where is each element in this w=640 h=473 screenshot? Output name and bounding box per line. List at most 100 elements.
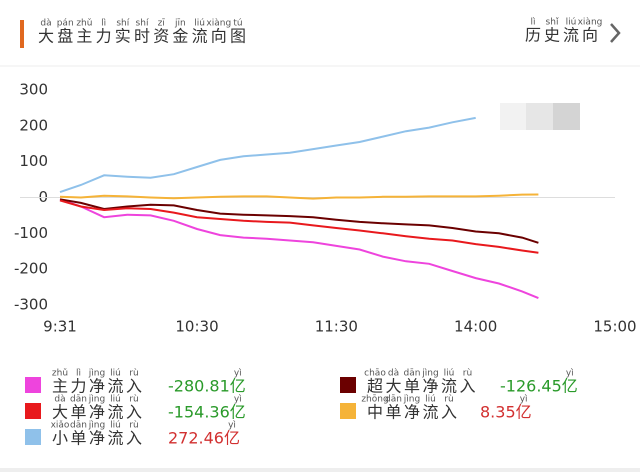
title-pinyin: pán [57, 19, 74, 29]
legend-name-char: 小 [52, 429, 68, 448]
history-link-char[interactable]: 向 [582, 26, 598, 45]
legend-name-char: 中 [367, 403, 383, 422]
legend-name-char: 单 [70, 429, 86, 448]
y-tick-label: -200 [14, 260, 48, 278]
legend-total: 8.35 [480, 403, 516, 422]
legend-name-char: 大 [385, 377, 401, 396]
legend-name-pinyin: rù [129, 395, 138, 405]
legend-name-pinyin: dān [385, 395, 402, 405]
legend-name-pinyin: jìng [403, 395, 420, 405]
legend-name-pinyin: chāo [364, 369, 386, 379]
legend-name-char: 单 [385, 403, 401, 422]
title-char: 力 [96, 27, 112, 46]
x-tick-label: 14:00 [454, 318, 497, 336]
legend-unit: 亿 [516, 403, 532, 422]
title-pinyin: zhǔ [76, 19, 92, 29]
title-char: 向 [211, 27, 227, 46]
legend-name-pinyin: liú [110, 369, 121, 379]
legend-name-pinyin: dān [70, 395, 87, 405]
title-char: 流 [192, 27, 208, 46]
title-char: 图 [230, 27, 246, 46]
history-link-pinyin[interactable]: lì [530, 18, 535, 28]
legend-name-char: 流 [107, 403, 123, 422]
title-pinyin: shí [136, 19, 149, 29]
series-line [59, 199, 539, 254]
legend-name-char: 净 [404, 403, 420, 422]
x-tick-label: 10:30 [175, 318, 218, 336]
title-char: 主 [76, 27, 92, 46]
legend-name-pinyin: jìng [88, 369, 105, 379]
title-char: 资 [153, 27, 169, 46]
legend-name-pinyin: zhōng [361, 395, 388, 405]
legend-name-char: 净 [89, 377, 105, 396]
y-tick-label: -300 [14, 296, 48, 314]
blur-block [553, 103, 580, 130]
title-char: 大 [38, 27, 54, 46]
legend-name-pinyin: liú [444, 369, 455, 379]
history-link-char[interactable]: 史 [544, 26, 560, 45]
history-link-char[interactable]: 流 [563, 26, 579, 45]
legend-name-char: 超 [367, 377, 383, 396]
legend-total: -126.45 [500, 377, 562, 396]
legend-name-char: 主 [52, 377, 68, 396]
legend-name-pinyin: zhǔ [52, 369, 68, 379]
y-tick-label: 200 [19, 116, 48, 134]
blur-block [500, 103, 526, 130]
legend-total: 272.46 [168, 429, 224, 448]
history-link-pinyin[interactable]: xiàng [578, 18, 603, 28]
legend-name-pinyin: rù [444, 395, 453, 405]
legend-name-char: 净 [422, 377, 438, 396]
legend-total: -280.81 [168, 377, 230, 396]
legend-name-pinyin: dān [404, 369, 421, 379]
series-line [59, 116, 476, 194]
legend-swatch [340, 403, 356, 419]
legend-name-pinyin: liú [110, 395, 121, 405]
legend-name-pinyin: rù [129, 421, 138, 431]
title-pinyin: shí [116, 19, 129, 29]
legend-unit-pinyin: yì [520, 395, 528, 405]
legend-unit: 亿 [230, 377, 246, 396]
y-tick-label: 300 [19, 81, 48, 99]
title-pinyin: lì [101, 19, 106, 29]
legend-name-char: 流 [107, 429, 123, 448]
legend-name-char: 单 [70, 403, 86, 422]
history-link-pinyin[interactable]: liú [566, 18, 577, 28]
legend-name-pinyin: lì [76, 369, 81, 379]
blur-block [526, 103, 553, 130]
legend-name-char: 净 [89, 429, 105, 448]
y-tick-label: 100 [19, 152, 48, 170]
title-char: 盘 [57, 27, 73, 46]
series-line [59, 198, 539, 300]
legend-name-char: 入 [126, 429, 142, 448]
legend-name-pinyin: rù [129, 369, 138, 379]
title-pinyin: xiàng [206, 19, 231, 29]
legend-name-pinyin: jìng [421, 369, 438, 379]
legend-name-pinyin: dà [54, 395, 65, 405]
legend-name-pinyin: jìng [88, 395, 105, 405]
legend-name-pinyin: dà [388, 369, 399, 379]
legend-unit: 亿 [230, 403, 246, 422]
title-pinyin: tú [233, 19, 242, 29]
legend-name-char: 入 [126, 377, 142, 396]
legend-swatch [25, 403, 41, 419]
title-pinyin: dà [40, 19, 51, 29]
legend-unit: 亿 [562, 377, 578, 396]
x-tick-label: 11:30 [315, 318, 358, 336]
title-char: 时 [134, 27, 150, 46]
legend-name-pinyin: liú [425, 395, 436, 405]
legend-name-pinyin: jìng [88, 421, 105, 431]
legend-name-char: 入 [459, 377, 475, 396]
legend-unit-pinyin: yì [228, 421, 236, 431]
legend-swatch [25, 377, 41, 393]
chevron[interactable] [610, 23, 621, 43]
title-pinyin: liú [194, 19, 205, 29]
legend-name-char: 大 [52, 403, 68, 422]
history-link-pinyin[interactable]: shǐ [546, 18, 559, 28]
legend-unit-pinyin: yì [234, 395, 242, 405]
legend-name-char: 净 [89, 403, 105, 422]
legend-name-pinyin: liú [110, 421, 121, 431]
legend-swatch [25, 429, 41, 445]
title-char: 实 [115, 27, 131, 46]
history-link-char[interactable]: 历 [525, 26, 541, 45]
